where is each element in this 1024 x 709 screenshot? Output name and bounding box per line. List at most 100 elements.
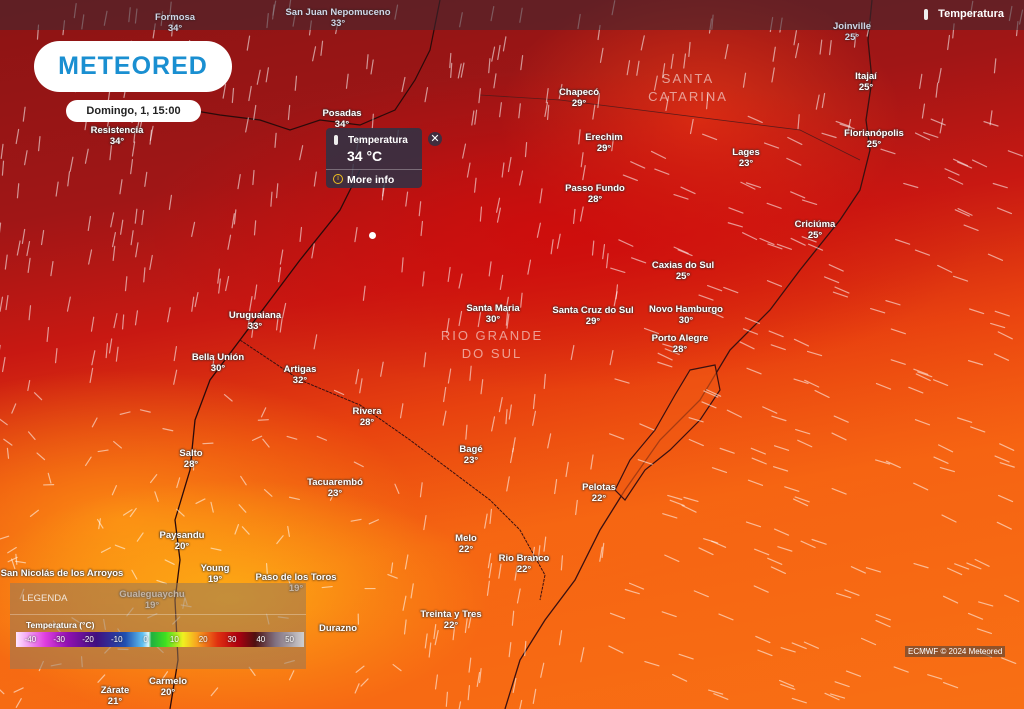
city-label[interactable]: Durazno [319,623,357,634]
city-label[interactable]: Novo Hamburgo 30° [649,304,723,326]
city-label[interactable]: Florianópolis 25° [844,128,904,150]
legend-subtitle: Temperatura (°C) [26,620,95,630]
city-label[interactable]: Artigas 32° [284,364,317,386]
wind-streak [192,459,195,471]
city-label[interactable]: San Juan Nepomuceno 33° [285,7,390,29]
city-label[interactable]: Santa Cruz do Sul 29° [552,305,633,327]
wind-streak [0,143,4,160]
city-label[interactable]: Lages 23° [732,147,759,169]
wind-streak [410,583,414,599]
wind-streak [5,294,9,311]
wind-streak [109,145,113,161]
date-time-pill[interactable]: Domingo, 1, 15:00 [66,100,201,122]
wind-streak [780,647,796,653]
wind-streak [516,588,521,604]
city-label[interactable]: Rivera 28° [352,406,381,428]
city-label[interactable]: Bagé 23° [459,444,482,466]
city-label[interactable]: Itajaí 25° [855,71,877,93]
wind-streak [110,212,115,228]
wind-streak [677,249,693,257]
city-label[interactable]: Rio Branco 22° [499,553,550,575]
wind-streak [149,254,153,271]
wind-streak [90,316,95,332]
wind-streak [815,94,820,110]
wind-streak [997,331,1013,340]
wind-streak [967,612,984,620]
wind-streak [105,343,108,359]
city-label[interactable]: Formosa 34° [155,12,195,34]
city-label[interactable]: Joinville 25° [833,21,871,43]
city-name: Florianópolis [844,128,904,139]
city-label[interactable]: Bella Unión 30° [192,352,244,374]
wind-streak [750,447,766,455]
divider [10,614,306,615]
wind-streak [24,150,28,166]
city-label[interactable]: Caxias do Sul 25° [652,260,714,282]
wind-streak [601,542,605,558]
city-label[interactable]: Zárate 21° [101,685,130,707]
city-label[interactable]: Santa Maria 30° [466,303,519,325]
city-label[interactable]: Chapecó 29° [559,87,599,109]
wind-streak [599,546,603,562]
city-label[interactable]: Tacuarembó 23° [307,477,363,499]
city-label[interactable]: Porto Alegre 28° [652,333,709,355]
wind-streak [793,338,810,347]
wind-streak [956,161,973,169]
wind-streak [380,361,384,377]
more-info-link[interactable]: More info [347,174,395,186]
wind-streak [40,229,45,246]
city-name: Formosa [154,12,196,23]
wind-streak [299,145,304,161]
wind-streak [683,496,699,503]
city-label[interactable]: Paysandu 20° [160,530,205,552]
city-label[interactable]: Resistencia 34° [91,125,144,147]
city-label[interactable]: San Nicolás de los Arroyos [1,568,124,579]
wind-streak [499,102,502,118]
wind-streak [249,296,253,312]
city-label[interactable]: Uruguaiana 33° [229,310,281,332]
city-temp: 22° [591,493,607,504]
wind-streak [11,403,17,414]
temperature-color-scale: -40 -30 -20 -10 0 10 20 30 40 50 [16,632,304,647]
wind-streak [927,674,943,680]
city-name: Passo Fundo [565,183,625,194]
city-label[interactable]: Carmelo 20° [149,676,187,698]
wind-streak [755,635,771,644]
wind-streak [992,182,1008,189]
wind-streak [665,95,670,112]
layer-selector[interactable]: Temperatura [924,8,1004,20]
wind-streak [480,379,484,395]
city-label[interactable]: Young 19° [201,563,230,585]
city-label[interactable]: Passo Fundo 28° [565,183,625,205]
wind-streak [870,307,886,314]
close-popup-button[interactable]: ✕ [428,132,442,146]
wind-streak [801,199,818,206]
wind-streak [664,348,680,356]
wind-streak [498,563,502,579]
wind-streak [311,243,315,259]
wind-streak [493,73,497,89]
city-label[interactable]: Treinta y Tres 22° [420,609,481,631]
city-label[interactable]: Melo 22° [455,533,477,555]
thermometer-icon [334,135,338,145]
city-label[interactable]: Posadas 34° [322,108,361,130]
wind-streak [469,365,472,381]
wind-streak [885,300,901,306]
city-label[interactable]: Salto 28° [179,448,202,470]
wind-streak [754,548,770,556]
city-label[interactable]: Erechim 29° [585,132,623,154]
wind-streak [210,687,219,697]
wind-streak [496,197,501,213]
city-label[interactable]: Pelotas 22° [582,482,616,504]
city-name: Paso de los Toros [255,572,337,583]
wind-streak [957,417,973,423]
wind-streak [759,237,775,246]
meteored-logo[interactable]: METEORED [34,41,232,92]
wind-streak [536,222,541,238]
wind-streak [800,540,816,549]
city-label[interactable]: Criciúma 25° [795,219,836,241]
wind-streak [790,237,806,246]
wind-streak [474,177,477,193]
location-marker[interactable] [369,232,376,239]
